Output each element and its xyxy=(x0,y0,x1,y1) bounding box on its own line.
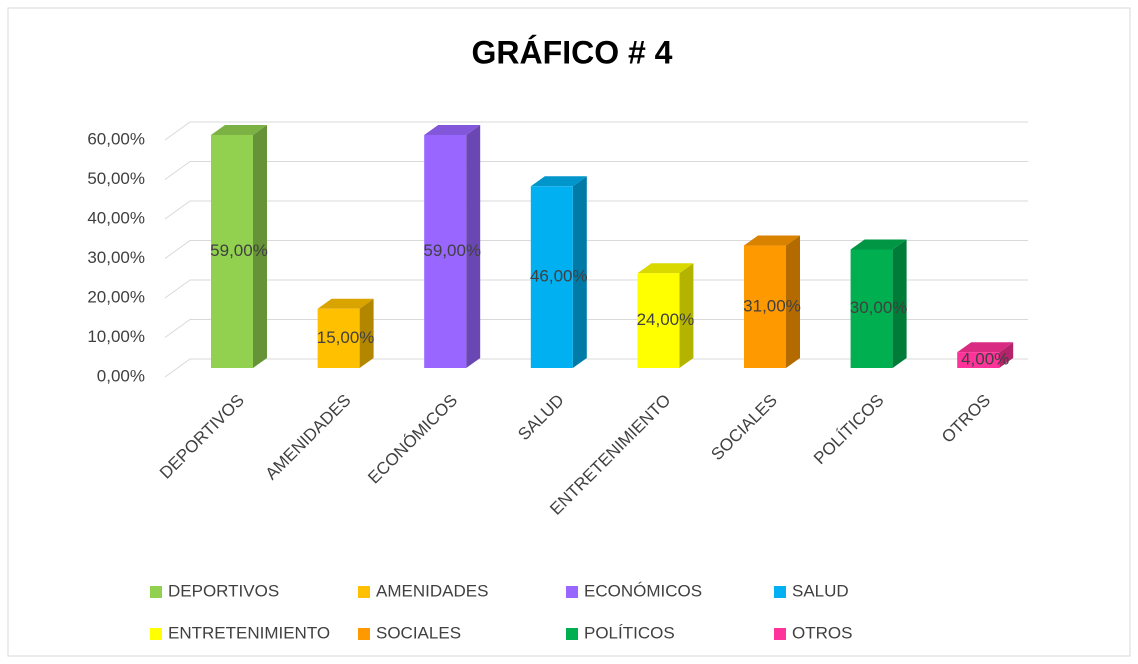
legend-label: AMENIDADES xyxy=(376,581,488,600)
data-label: 59,00% xyxy=(210,241,268,260)
data-label: 15,00% xyxy=(317,328,375,347)
bar-top xyxy=(957,342,1014,353)
legend-label: POLÍTICOS xyxy=(584,623,675,642)
bar-top xyxy=(211,124,267,135)
bar xyxy=(957,352,1000,368)
legend-label: SOCIALES xyxy=(376,623,461,642)
bar-top xyxy=(530,176,587,187)
bar xyxy=(424,134,467,368)
legend-swatch xyxy=(774,586,786,598)
bar-side xyxy=(679,263,694,368)
grid-line xyxy=(164,240,1028,259)
legend-swatch xyxy=(566,586,578,598)
bar-top xyxy=(850,239,907,250)
data-label: 4,00% xyxy=(961,350,1009,369)
legend-swatch xyxy=(358,586,370,598)
bar-side xyxy=(359,298,374,368)
bar-top xyxy=(744,235,800,246)
legend-label: SALUD xyxy=(792,581,849,600)
bar-top xyxy=(317,298,374,309)
bar xyxy=(744,245,786,368)
legend-swatch xyxy=(358,628,370,640)
legend-swatch xyxy=(150,586,162,598)
legend-label: ECONÓMICOS xyxy=(584,581,702,600)
bar xyxy=(317,308,360,368)
y-tick-label: 40,00% xyxy=(87,208,145,227)
data-label: 30,00% xyxy=(850,298,908,317)
bar-side xyxy=(999,342,1014,368)
y-tick-label: 60,00% xyxy=(87,129,145,148)
data-label: 46,00% xyxy=(530,267,588,286)
grid-line xyxy=(164,161,1028,180)
bar xyxy=(211,134,253,368)
grid-line xyxy=(164,200,1028,220)
bar-top xyxy=(637,263,694,274)
y-tick-label: 30,00% xyxy=(87,248,145,267)
data-label: 59,00% xyxy=(423,241,481,260)
legend-swatch xyxy=(150,628,162,640)
y-tick-label: 50,00% xyxy=(87,169,145,188)
legend-swatch xyxy=(566,628,578,640)
data-label: 24,00% xyxy=(637,310,695,329)
bar-side xyxy=(466,124,481,368)
legend-label: OTROS xyxy=(792,623,852,642)
bar xyxy=(637,273,680,368)
bar-side xyxy=(892,239,907,368)
bar xyxy=(530,186,573,368)
grid-line xyxy=(164,121,1028,141)
legend-swatch xyxy=(774,628,786,640)
chart-title: GRÁFICO # 4 xyxy=(472,34,673,70)
legend-label: ENTRETENIMIENTO xyxy=(168,623,330,642)
bar xyxy=(850,249,893,368)
bar-top xyxy=(424,124,481,135)
bar-side xyxy=(786,235,800,368)
y-tick-label: 10,00% xyxy=(87,327,145,346)
bar-side xyxy=(572,176,587,368)
legend-label: DEPORTIVOS xyxy=(168,581,279,600)
y-tick-label: 0,00% xyxy=(97,366,145,385)
data-label: 31,00% xyxy=(743,296,801,315)
bar-side xyxy=(253,124,267,368)
y-tick-label: 20,00% xyxy=(87,287,145,306)
